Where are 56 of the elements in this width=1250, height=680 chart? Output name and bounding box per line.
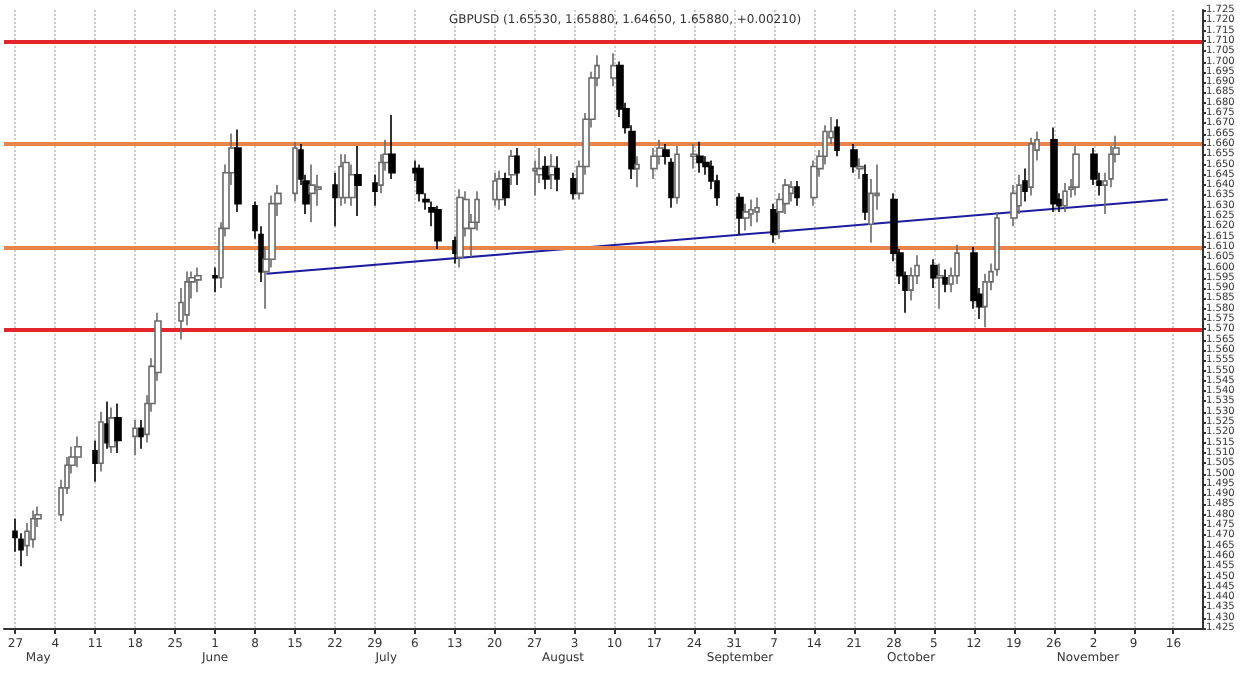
candlestick xyxy=(742,202,750,232)
candlestick xyxy=(434,204,442,250)
candlestick xyxy=(74,435,82,469)
candlestick xyxy=(508,149,516,186)
candlestick xyxy=(138,419,144,450)
candlestick xyxy=(650,147,658,180)
candlestick xyxy=(674,145,680,205)
candlestick xyxy=(308,163,316,223)
candlestick xyxy=(542,155,550,191)
candlestick xyxy=(388,114,396,180)
candlestick xyxy=(570,171,578,201)
candlestick xyxy=(416,163,424,203)
candlestick xyxy=(212,266,218,294)
candlestick xyxy=(132,419,138,456)
candlestick xyxy=(610,52,618,88)
candlestick xyxy=(634,155,640,188)
candlestick xyxy=(98,410,104,473)
candlestick xyxy=(30,509,36,549)
candlestick xyxy=(354,145,362,217)
candlestick xyxy=(696,141,704,174)
candlestick xyxy=(514,147,520,186)
candlestick xyxy=(108,406,116,454)
candlestick xyxy=(1028,136,1034,197)
candlestick xyxy=(194,266,202,294)
candlestick xyxy=(1050,126,1058,213)
candlestick xyxy=(456,188,464,269)
candlestick xyxy=(862,163,868,221)
candlestick xyxy=(548,153,556,191)
candlestick xyxy=(1022,167,1028,203)
candlestick xyxy=(856,157,864,180)
candlestick xyxy=(292,141,298,203)
candlestick xyxy=(372,174,378,207)
candlestick xyxy=(930,258,938,289)
candlestick xyxy=(942,268,948,294)
candlestick xyxy=(736,192,744,236)
candlestick xyxy=(850,143,858,174)
candlestick xyxy=(1072,145,1080,197)
candlestick xyxy=(114,402,122,454)
candlestick xyxy=(104,400,110,450)
candlestick xyxy=(452,235,458,265)
candlestick xyxy=(332,171,338,228)
candlestick xyxy=(936,262,944,310)
candlestick xyxy=(748,198,754,228)
candlestick xyxy=(954,244,960,285)
candlestick xyxy=(1062,182,1068,213)
candlestick xyxy=(834,118,840,158)
candlestick xyxy=(502,171,510,207)
candlestick xyxy=(794,180,800,207)
candlestick xyxy=(496,169,504,211)
candlestick xyxy=(690,143,698,170)
candlestick xyxy=(554,155,560,193)
candlestick xyxy=(770,202,778,244)
candlestick xyxy=(92,439,98,483)
candlestick xyxy=(234,128,242,213)
candlestick xyxy=(342,153,350,205)
candlestick xyxy=(754,196,760,223)
